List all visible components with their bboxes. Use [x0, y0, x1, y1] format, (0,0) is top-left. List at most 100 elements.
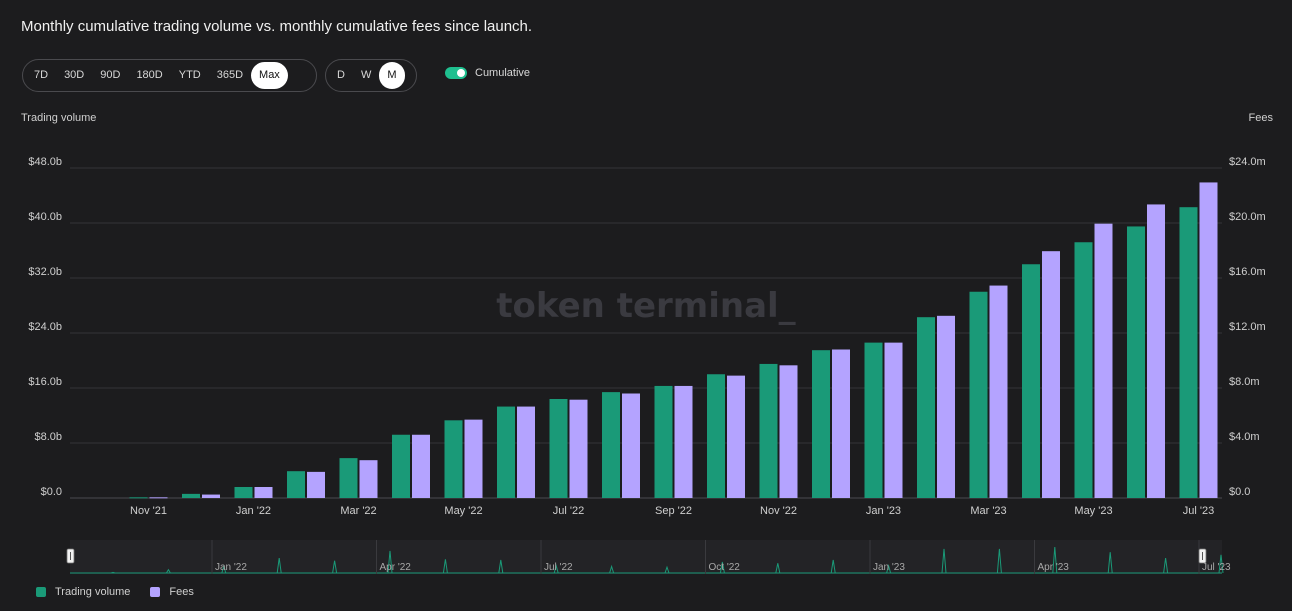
legend: Trading volume Fees: [36, 586, 194, 598]
y-right-tick-label: $20.0m: [1229, 211, 1266, 223]
y-right-tick-label: $0.0: [1229, 486, 1250, 498]
x-tick-label: Jul '22: [553, 505, 584, 517]
x-tick-label: Nov '21: [130, 505, 167, 517]
bar-fees: [517, 406, 535, 498]
bar-trading-volume: [1127, 226, 1145, 498]
x-tick-label: Mar '22: [340, 505, 376, 517]
bar-trading-volume: [339, 458, 358, 498]
bar-trading-volume: [917, 317, 935, 498]
granularity-month-button[interactable]: M: [379, 62, 405, 89]
x-tick-label: Jan '22: [236, 505, 271, 517]
bar-trading-volume: [182, 493, 200, 498]
range-max-button[interactable]: Max: [251, 62, 288, 89]
bar-trading-volume: [549, 399, 568, 498]
navigator-spike: [1107, 552, 1113, 574]
cumulative-label: Cumulative: [475, 67, 531, 79]
bar-fees: [464, 419, 483, 498]
bar-fees: [727, 375, 745, 498]
range-30d-button[interactable]: 30D: [64, 69, 85, 81]
x-tick-label: Jan '23: [866, 505, 901, 517]
bar-fees: [937, 315, 955, 498]
range-180d-button[interactable]: 180D: [136, 69, 163, 81]
y-right-tick-label: $16.0m: [1229, 266, 1266, 278]
bar-fees: [307, 471, 325, 498]
legend-item-volume[interactable]: Trading volume: [36, 586, 130, 598]
range-selector: 7D 30D 90D 180D YTD 365D Max: [22, 59, 317, 92]
bar-trading-volume: [759, 363, 778, 498]
navigator-spike: [387, 550, 393, 574]
bar-fees: [622, 393, 640, 498]
bar-fees: [884, 342, 903, 498]
navigator-spike: [221, 564, 227, 574]
bar-trading-volume: [392, 434, 410, 498]
bar-trading-volume: [602, 392, 620, 498]
navigator-label: Apr '23: [1038, 562, 1070, 573]
bar-fees: [1147, 204, 1165, 498]
navigator-label: Jul '22: [544, 562, 573, 573]
y-right-tick-label: $8.0m: [1229, 376, 1260, 388]
bar-trading-volume: [444, 420, 463, 498]
x-tick-label: Sep '22: [655, 505, 692, 517]
bar-trading-volume: [969, 291, 988, 498]
bar-fees: [359, 460, 378, 498]
x-tick-label: Mar '23: [970, 505, 1006, 517]
y-left-tick-label: $24.0b: [28, 321, 62, 333]
navigator-spike: [276, 557, 282, 574]
range-365d-button[interactable]: 365D: [216, 69, 244, 81]
granularity-selector: D W M: [325, 59, 417, 92]
navigator-spike: [664, 565, 670, 574]
navigator-spike: [830, 559, 836, 574]
y-left-tick-label: $40.0b: [28, 211, 62, 223]
navigator-spike: [609, 564, 615, 574]
navigator-spike: [1052, 546, 1058, 574]
bar-trading-volume: [1074, 242, 1093, 498]
navigator-spike: [941, 548, 947, 574]
range-7d-button[interactable]: 7D: [34, 69, 49, 81]
x-tick-label: May '23: [1074, 505, 1112, 517]
granularity-week-button[interactable]: W: [360, 69, 372, 81]
y-left-tick-label: $48.0b: [28, 156, 62, 168]
bar-fees: [1199, 182, 1218, 498]
toggle-switch-icon[interactable]: [445, 67, 467, 79]
bar-fees: [779, 365, 798, 498]
bar-trading-volume: [812, 350, 830, 498]
navigator-spike: [775, 563, 781, 574]
legend-swatch-volume: [36, 587, 46, 597]
navigator-label: Jul '23: [1202, 562, 1231, 573]
watermark: token terminal_: [496, 286, 795, 326]
range-ytd-button[interactable]: YTD: [178, 69, 201, 81]
navigator-spike: [886, 563, 892, 574]
y-right-axis-title: Fees: [1248, 112, 1273, 124]
navigator-background: [70, 540, 1222, 574]
range-90d-button[interactable]: 90D: [100, 69, 121, 81]
bar-trading-volume: [1179, 207, 1198, 498]
navigator-label: Oct '22: [709, 562, 741, 573]
bar-fees: [569, 399, 588, 498]
x-tick-label: Jul '23: [1183, 505, 1214, 517]
navigator-spike: [1218, 554, 1224, 574]
chart-title: Monthly cumulative trading volume vs. mo…: [21, 18, 533, 35]
y-right-tick-label: $12.0m: [1229, 321, 1266, 333]
bar-trading-volume: [1022, 264, 1040, 498]
cumulative-toggle[interactable]: Cumulative: [445, 67, 530, 79]
y-right-tick-label: $4.0m: [1229, 431, 1260, 443]
bar-trading-volume: [864, 342, 883, 498]
navigator-label: Jan '23: [873, 562, 905, 573]
bar-fees: [1042, 251, 1060, 498]
navigator-label: Apr '22: [380, 562, 412, 573]
y-left-tick-label: $8.0b: [34, 431, 62, 443]
y-right-tick-label: $24.0m: [1229, 156, 1266, 168]
bar-fees: [1094, 223, 1113, 498]
navigator-spike: [498, 559, 504, 574]
y-left-axis-title: Trading volume: [21, 112, 97, 124]
navigator-spike: [332, 560, 338, 574]
navigator-spike: [553, 563, 559, 574]
bar-fees: [989, 285, 1008, 498]
bar-fees: [202, 494, 220, 498]
granularity-day-button[interactable]: D: [337, 69, 345, 81]
legend-item-fees[interactable]: Fees: [150, 586, 194, 598]
navigator-label: Jan '22: [215, 562, 247, 573]
bar-fees: [674, 385, 693, 498]
legend-label-fees: Fees: [169, 586, 194, 598]
navigator-spike: [110, 571, 116, 574]
